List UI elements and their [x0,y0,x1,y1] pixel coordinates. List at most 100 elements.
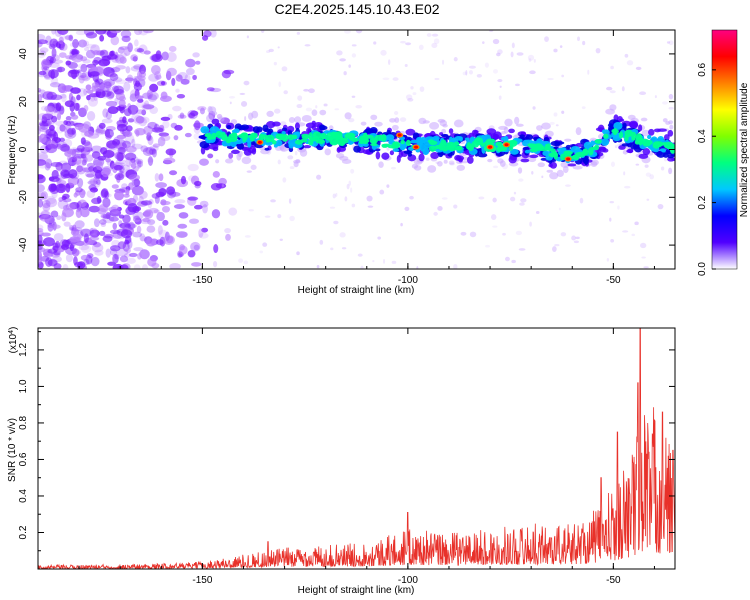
spectrogram-band-blob [455,155,465,161]
spectrogram-noise-blob [68,34,74,42]
spectrogram-noise-blob [223,69,235,75]
spectrogram-speck [644,164,649,168]
spectrogram-band-blob [554,142,561,147]
spectrogram-noise-blob [142,147,154,157]
spectrogram-noise-blob [135,75,146,82]
spectrogram-noise-blob [69,156,78,163]
spectrogram-band-blob [453,119,464,128]
spectrogram-noise-blob [166,186,176,195]
spectrogram-speck [329,206,336,209]
spectrogram-speck [657,204,664,210]
spectrogram-noise-blob [142,104,155,110]
spectrogram-band-blob [241,156,252,165]
spectrogram-noise-blob [41,116,48,124]
spectrogram-speck [296,31,301,35]
spectrogram-noise-blob [133,30,143,36]
spectrogram-noise-blob [94,249,104,256]
spectrogram-band-blob [630,142,638,150]
spectrogram-speck [409,195,414,200]
spectrogram-noise-blob [69,243,75,252]
spectrogram-speck [246,35,250,39]
spectrogram-noise-blob [68,224,74,231]
spectrogram-band-blob [508,140,518,145]
spectrogram-noise-blob [71,152,79,161]
spectrogram-band-blob [663,134,670,141]
spectrogram-band-blob [311,109,318,116]
spectrogram-band-blob [432,135,440,141]
spectrogram-band-blob [556,169,564,178]
spectrogram-band-blob [329,137,340,146]
spectrogram-band-blob [474,137,484,146]
spectrogram-noise-blob [133,178,140,187]
spectrogram-speck [332,193,336,199]
spectrogram-band-blob [344,112,352,120]
spectrogram-band-blob [381,152,390,160]
spectrogram-band-blob [236,125,247,131]
spectrogram-speck [382,77,390,81]
spectrogram-band-blob [381,143,388,148]
spectrogram-speck [278,81,282,88]
spectrogram-noise-blob [211,209,221,219]
spectrogram-noise-blob [60,170,70,179]
spectrogram-noise-blob [135,80,141,87]
spectrogram-noise-blob [114,190,124,201]
spectrogram-speck [513,191,517,195]
spectrogram-noise-blob [141,103,151,111]
spectrogram-band-blob [487,158,493,163]
spectrogram-band-blob [400,139,405,145]
snr-ticks: -150 -100 -50 0.2 0.4 0.6 0.8 1.0 1.2 [18,328,675,586]
spectrogram-noise-blob [117,146,126,155]
spectrogram-noise-blob [134,47,143,53]
spectrogram-band-blob [411,163,419,169]
spectrogram-speck [575,236,580,240]
spectrogram-noise-blob [91,243,104,253]
spectrogram-speck [343,71,347,76]
spectrogram-noise-blob [93,218,100,228]
spectrogram-speck [492,69,498,74]
spectrogram-speck [577,36,580,42]
spectrogram-noise-blob [88,205,100,213]
spectrogram-speck [634,221,639,226]
spectrogram-noise-blob [144,100,150,110]
spectrogram-noise-blob [180,175,187,185]
spectrogram-noise-blob [143,125,153,136]
spectrogram-speck [303,88,309,92]
spectrogram-speck [282,177,287,183]
spectrogram-noise-blob [160,134,171,142]
spectrogram-band-blob [200,146,206,155]
y-tick-label: 0.6 [18,452,29,466]
spectrogram-speck [433,38,440,45]
spectrogram-noise-blob [107,261,116,266]
spectrogram-band-blob [641,129,650,137]
spectrogram-noise-blob [203,30,212,38]
spectrogram-noise-blob [66,155,73,162]
spectrogram-speck [288,198,292,204]
spectrogram-noise-blob [44,105,55,112]
spectrogram-noise-blob [38,243,43,251]
spectrogram-noise-blob [166,67,177,77]
spectrogram-noise-blob [80,207,90,218]
spectrogram-noise-blob [95,30,107,35]
spectrogram-band-blob [446,141,456,149]
spectrogram-speck [520,198,527,203]
spectrogram-speck [346,183,350,190]
spectrogram-noise-blob [114,97,119,104]
spectrogram-band-blob [427,139,435,143]
spectrogram-noise-blob [49,82,61,88]
spectrogram-band-blob [572,165,583,170]
spectrogram-noise-blob [38,39,49,45]
spectrogram-speck [407,98,414,102]
colorbar-label: Normalized spectral amplitude [739,82,750,217]
spectrogram-noise-blob [198,232,209,239]
spectrogram-band-blob [492,133,500,140]
spectrogram-noise-blob [89,71,100,77]
spectrogram-speck [296,103,303,109]
spectrogram-noise-blob [77,261,86,269]
spectrogram-noise-blob [121,164,131,171]
spectrogram-noise-blob [83,40,90,47]
spectrogram-band-blob [440,139,447,147]
spectrogram-band-blob [212,146,219,152]
spectrogram-noise-blob [163,235,175,246]
spectrogram-noise-blob [74,102,80,112]
spectrogram-band-blob [217,116,225,122]
